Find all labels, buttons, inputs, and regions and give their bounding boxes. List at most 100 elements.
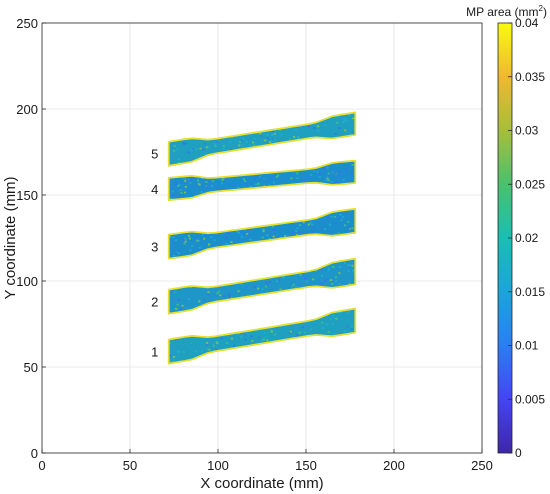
specimen-speckle	[350, 175, 353, 178]
specimen-speckle	[321, 321, 324, 324]
specimen-speckle	[344, 261, 347, 264]
specimen-speckle	[180, 308, 183, 310]
specimen-speckle	[222, 145, 225, 147]
specimen-speckle	[261, 339, 264, 342]
specimen-speckle	[262, 228, 265, 231]
specimen-speckle	[244, 338, 247, 341]
specimen-speckle	[177, 299, 180, 301]
specimen-speckle	[352, 131, 355, 133]
specimen-speckle	[257, 183, 260, 185]
specimen-speckle	[321, 221, 324, 223]
specimen-speckle	[323, 124, 326, 126]
specimen-speckle	[246, 184, 249, 187]
specimen-label: 5	[151, 147, 158, 162]
specimen-speckle	[197, 182, 200, 185]
specimen-speckle	[306, 125, 310, 127]
specimen-speckle	[216, 292, 219, 295]
specimen-speckle	[186, 179, 189, 182]
specimen-speckle	[174, 291, 177, 294]
specimen-speckle	[271, 176, 274, 179]
specimen-speckle	[221, 182, 224, 185]
specimen-speckle	[201, 177, 204, 180]
specimen-speckle	[207, 291, 210, 293]
specimen-speckle	[334, 233, 337, 236]
specimen-speckle	[292, 231, 295, 234]
specimen-speckle	[278, 279, 281, 282]
specimen-speckle	[249, 186, 252, 188]
specimen-speckle	[343, 118, 346, 120]
specimen-speckle	[348, 114, 351, 117]
specimen-speckle	[325, 323, 328, 326]
specimen-speckle	[206, 146, 209, 149]
specimen-speckle	[187, 234, 191, 237]
specimen-speckle	[273, 333, 276, 336]
specimen-speckle	[205, 344, 209, 346]
specimen-speckle	[296, 334, 299, 337]
colorbar-label-suffix: )	[543, 5, 547, 19]
specimen-speckle	[279, 288, 282, 290]
specimen-speckle	[296, 173, 299, 175]
specimen-speckle	[331, 323, 334, 326]
specimen-speckle	[331, 283, 334, 285]
specimen-speckle	[243, 180, 247, 182]
specimen-speckle	[220, 337, 223, 340]
specimen-speckle	[195, 350, 198, 353]
specimen-speckle	[308, 175, 311, 178]
specimen-speckle	[254, 183, 257, 186]
specimen-speckle	[265, 336, 268, 339]
specimen-speckle	[168, 186, 171, 189]
specimen-speckle	[321, 283, 324, 285]
specimen-speckle	[331, 171, 334, 174]
specimen-speckle	[268, 281, 271, 283]
specimen-speckle	[346, 325, 349, 328]
specimen-speckle	[297, 231, 300, 234]
specimen-speckle	[348, 227, 351, 230]
specimen-speckle	[182, 351, 185, 353]
specimen-speckle	[205, 185, 208, 188]
specimen-speckle	[203, 237, 206, 240]
specimen-speckle	[328, 223, 331, 226]
specimen-speckle	[264, 285, 267, 288]
specimen-speckle	[272, 138, 275, 141]
specimen-speckle	[327, 269, 330, 271]
specimen-speckle	[177, 185, 180, 187]
specimen-speckle	[189, 249, 192, 252]
specimen-speckle	[296, 177, 299, 180]
specimen-speckle	[178, 162, 181, 164]
specimen-speckle	[342, 178, 345, 181]
specimen-speckle	[266, 134, 269, 136]
specimen-speckle	[345, 168, 348, 171]
specimen-speckle	[172, 236, 175, 239]
specimen-speckle	[329, 279, 333, 281]
specimen-speckle	[181, 304, 184, 307]
specimen-speckle	[272, 131, 275, 133]
specimen-speckle	[268, 237, 271, 240]
specimen-speckle	[240, 139, 243, 142]
specimen-speckle	[338, 127, 341, 129]
specimen-speckle	[260, 135, 263, 137]
specimen-speckle	[187, 151, 190, 154]
specimen-speckle	[352, 117, 355, 120]
specimen-speckle	[198, 300, 201, 303]
specimen-speckle	[318, 176, 321, 178]
specimen-speckle	[212, 180, 215, 183]
specimen-speckle	[310, 328, 313, 331]
specimen-speckle	[296, 234, 299, 236]
specimen-speckle	[293, 136, 296, 138]
specimen-speckle	[276, 280, 279, 283]
specimen-speckle	[213, 239, 216, 242]
specimen-speckle	[191, 148, 194, 150]
x-tick-label: 0	[38, 458, 45, 473]
specimen-speckle	[294, 129, 298, 131]
specimen-speckle	[344, 330, 347, 333]
specimen-speckle	[183, 242, 186, 245]
specimen-speckle	[338, 272, 341, 274]
specimen-speckle	[329, 285, 332, 288]
specimen-speckle	[273, 229, 276, 231]
colorbar-label-main: MP area (mm	[466, 5, 538, 19]
specimen-speckle	[332, 266, 335, 269]
y-tick-label: 200	[16, 102, 38, 117]
specimen-speckle	[350, 325, 354, 328]
specimen-speckle	[230, 296, 233, 298]
y-tick-label: 50	[24, 360, 38, 375]
